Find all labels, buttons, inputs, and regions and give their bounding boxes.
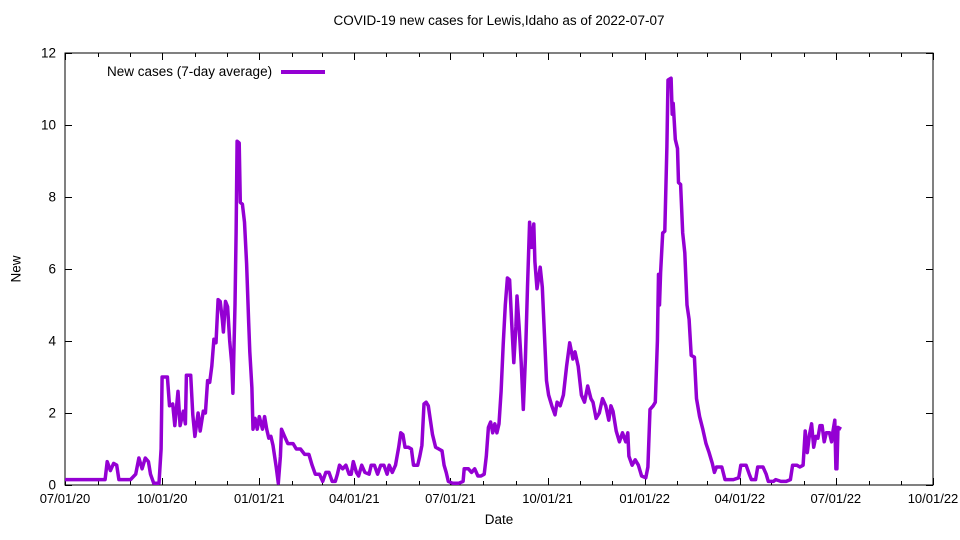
legend: New cases (7-day average) [107,63,326,80]
y-tick-label: 10 [41,118,56,133]
new-cases-line [65,76,842,485]
y-tick-label: 2 [48,406,56,421]
y-tick-label: 8 [48,190,56,205]
legend-line-sample [281,69,326,74]
y-tick-label: 4 [48,334,56,349]
x-tick-label: 07/01/22 [811,491,862,506]
x-tick-label: 10/01/21 [522,491,573,506]
x-tick-label: 07/01/20 [40,491,91,506]
legend-label: New cases (7-day average) [107,64,273,79]
x-tick-label: 01/01/21 [234,491,285,506]
x-axis-label: Date [484,512,514,527]
x-tick-label: 01/01/22 [619,491,670,506]
chart-title: COVID-19 new cases for Lewis,Idaho as of… [333,13,665,28]
x-tick-label: 10/01/22 [908,491,959,506]
y-axis-label: New [8,255,24,283]
x-tick-label: 04/01/22 [714,491,765,506]
x-tick-label: 04/01/21 [329,491,380,506]
y-tick-label: 6 [48,262,56,277]
x-tick-label: 07/01/21 [425,491,476,506]
y-tick-label: 0 [48,478,56,493]
x-tick-label: 10/01/20 [137,491,188,506]
y-tick-label: 12 [41,46,56,61]
